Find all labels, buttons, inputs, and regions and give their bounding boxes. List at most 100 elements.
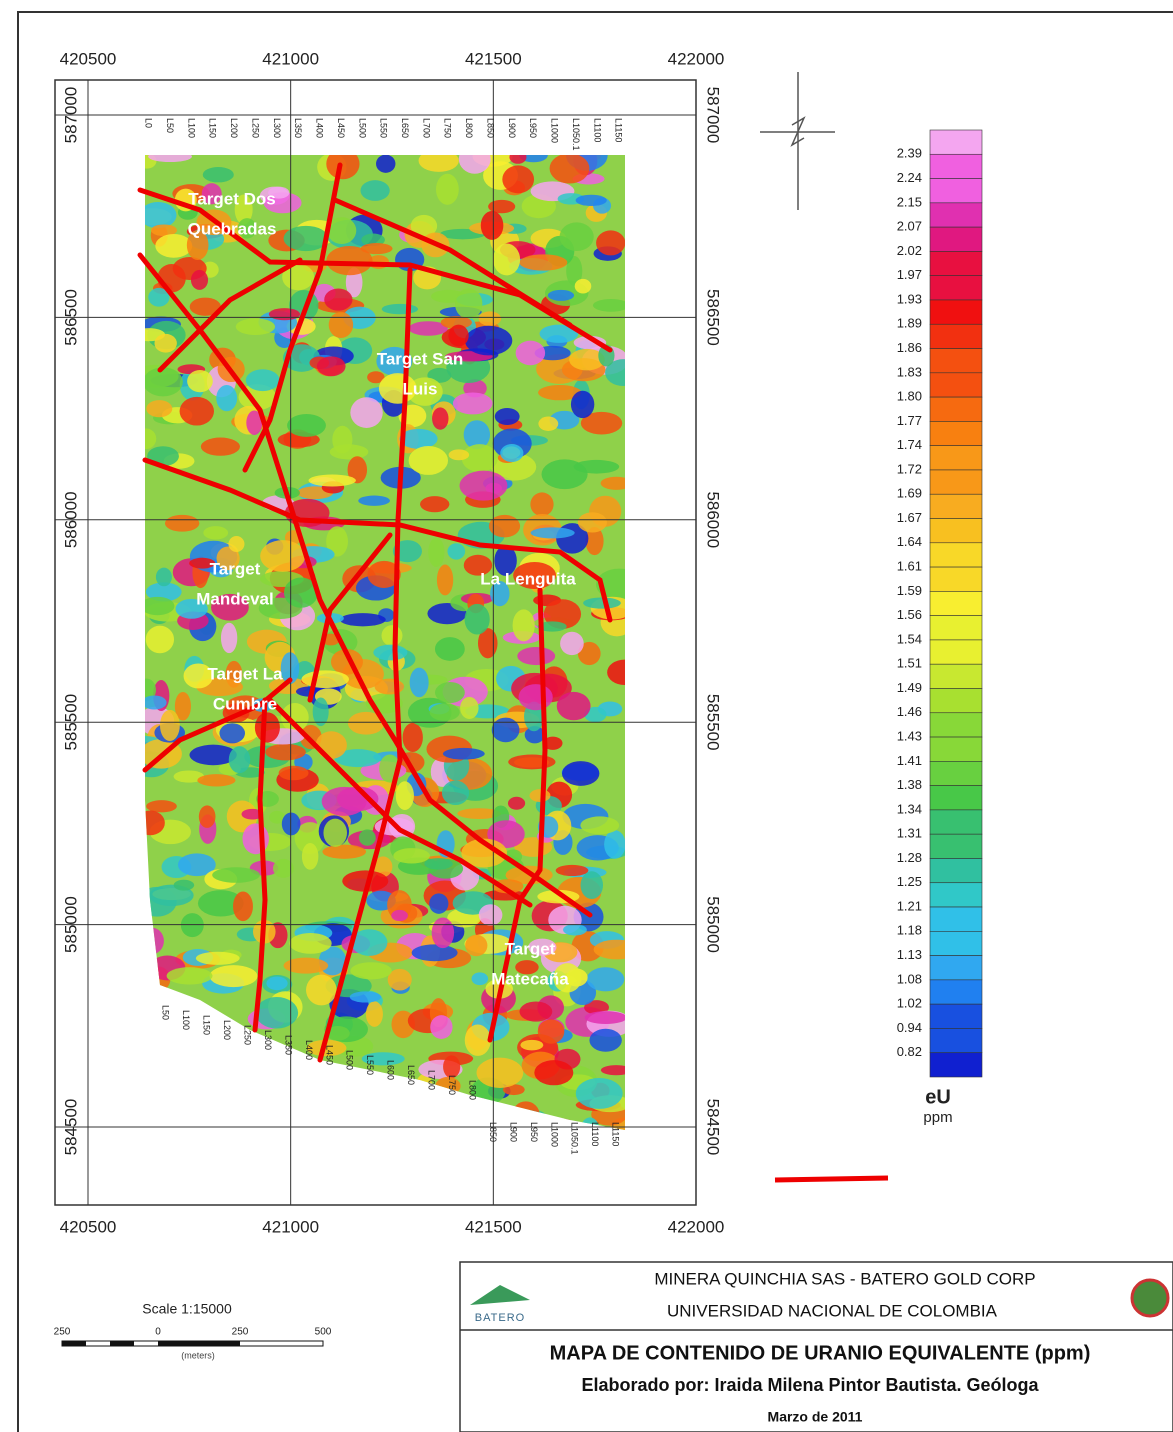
heat-blob xyxy=(373,856,393,878)
heat-blob xyxy=(428,537,445,568)
heat-blob xyxy=(282,263,315,291)
line-label: L100 xyxy=(181,1010,191,1030)
heat-blob xyxy=(566,255,583,287)
line-label: L850 xyxy=(488,1122,498,1142)
legend-label: 1.28 xyxy=(897,850,922,865)
target-label: Mandeval xyxy=(196,589,273,608)
heat-blob xyxy=(287,414,326,437)
heat-blob xyxy=(605,359,625,386)
heat-blob xyxy=(342,870,389,892)
heat-blob xyxy=(216,385,238,412)
target-label: Target San xyxy=(377,349,464,368)
line-label: L950 xyxy=(528,118,538,138)
legend-label: 1.64 xyxy=(897,534,922,549)
legend-swatch xyxy=(929,469,983,495)
heat-blob xyxy=(155,233,193,258)
heat-blob xyxy=(584,1000,609,1015)
line-label: L450 xyxy=(336,118,346,138)
legend-swatch xyxy=(929,493,983,519)
line-label: L400 xyxy=(315,118,325,138)
heat-blob xyxy=(543,736,563,750)
heat-blob xyxy=(402,722,423,753)
heat-blob xyxy=(494,545,517,576)
author: Elaborado por: Iraida Milena Pintor Baut… xyxy=(581,1375,1039,1395)
legend-label: 1.59 xyxy=(897,583,922,598)
heat-blob xyxy=(478,311,502,326)
legend-swatch xyxy=(929,202,983,228)
line-label: L300 xyxy=(272,118,282,138)
legend-label: 1.02 xyxy=(897,996,922,1011)
scale-bar-segment xyxy=(62,1341,86,1346)
heat-blob xyxy=(464,1024,491,1056)
heat-blob xyxy=(524,726,545,744)
north-arrow xyxy=(760,72,835,210)
heat-blob xyxy=(347,456,368,484)
heat-blob xyxy=(577,512,607,533)
heat-blob xyxy=(228,535,245,553)
line-label: L100 xyxy=(186,118,196,138)
color-legend: 2.39 2.24 2.15 2.07 2.02 1.97 1.93 1.89 1.86 1.83… xyxy=(897,129,983,1078)
x-tick-label: 422000 xyxy=(668,1217,725,1236)
line-label: L450 xyxy=(324,1045,334,1065)
legend-label: 1.93 xyxy=(897,291,922,306)
heat-blob xyxy=(145,625,175,654)
legend-label: 2.24 xyxy=(897,170,922,185)
heat-blob xyxy=(463,420,491,450)
legend-label: 1.74 xyxy=(897,437,922,452)
line-labels: L0 L50 L100 L150 L200 L250 L300 L350 L400 L450 L50… xyxy=(144,118,624,1155)
y-tick-label: 586000 xyxy=(61,491,80,548)
y-tick-label: 584500 xyxy=(61,1099,80,1156)
heat-blob xyxy=(339,613,386,627)
heat-blob xyxy=(237,218,257,239)
company: MINERA QUINCHIA SAS - BATERO GOLD CORP xyxy=(654,1269,1035,1288)
heat-blob xyxy=(607,659,625,685)
heat-blob xyxy=(146,400,173,418)
legend-label: 1.43 xyxy=(897,728,922,743)
heat-blob xyxy=(323,818,348,847)
heat-blob xyxy=(145,428,157,449)
legend-swatch xyxy=(929,663,983,689)
legend-label: 1.83 xyxy=(897,364,922,379)
heat-blob xyxy=(429,703,460,721)
line-label: L150 xyxy=(208,118,218,138)
heat-blob xyxy=(465,934,488,957)
heat-blob xyxy=(537,621,567,632)
heat-blob xyxy=(159,709,180,742)
target-label: Quebradas xyxy=(188,219,277,238)
heat-blob xyxy=(559,222,594,252)
scale-unit: (meters) xyxy=(181,1350,215,1360)
line-label: L1150 xyxy=(611,1122,621,1146)
legend-swatch xyxy=(929,761,983,786)
heat-blob xyxy=(432,407,449,430)
heat-blob xyxy=(553,963,582,993)
heat-blob xyxy=(409,667,429,698)
heat-blob xyxy=(488,514,521,538)
heat-blob xyxy=(561,761,600,786)
heat-blob xyxy=(580,411,623,435)
heat-blob xyxy=(460,696,479,719)
legend-label: 1.97 xyxy=(897,267,922,282)
heat-blob xyxy=(529,789,551,803)
heat-blob xyxy=(537,1019,565,1044)
heat-blob xyxy=(464,325,513,356)
heat-blob xyxy=(280,652,300,685)
heat-blob xyxy=(246,410,263,435)
heat-blob xyxy=(328,311,354,338)
legend-label: 1.69 xyxy=(897,486,922,501)
fault xyxy=(317,267,413,1063)
line-label: L800 xyxy=(467,1080,477,1100)
legend-label: 1.54 xyxy=(897,631,922,646)
heat-blob xyxy=(517,646,556,666)
heat-blob xyxy=(361,1052,405,1066)
heat-blob xyxy=(315,731,347,759)
heat-blob xyxy=(228,746,251,774)
heat-blob xyxy=(600,476,625,490)
heat-blob xyxy=(547,289,575,301)
heat-blob xyxy=(515,340,546,366)
legend-label: 1.80 xyxy=(897,389,922,404)
grid: 420500 420500 421000 421000 421500 421500 4220… xyxy=(55,49,724,1236)
heat-blob xyxy=(461,444,498,473)
heat-blob xyxy=(534,1060,574,1086)
heat-blob xyxy=(268,308,301,321)
heat-blob xyxy=(365,1001,383,1027)
